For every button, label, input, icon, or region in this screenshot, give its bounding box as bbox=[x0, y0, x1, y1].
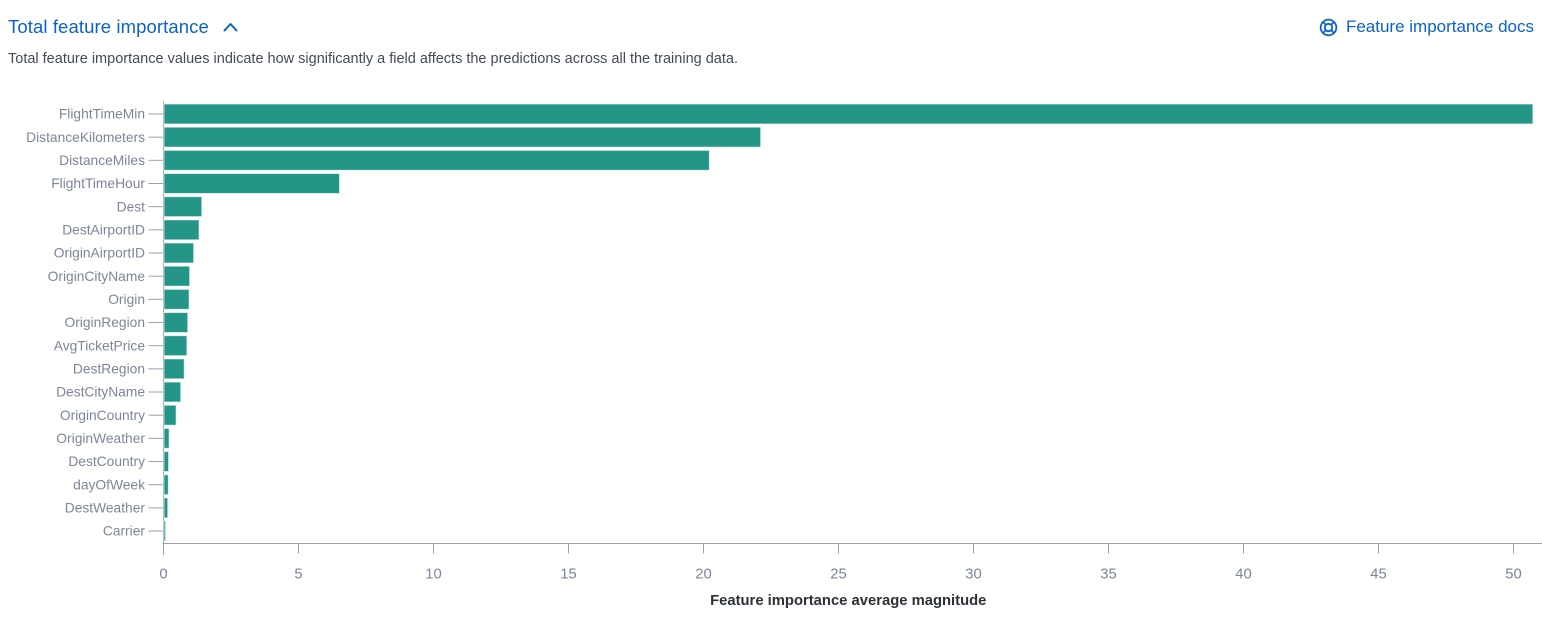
y-axis-label-Carrier: Carrier bbox=[103, 524, 146, 539]
bar-DistanceMiles[interactable] bbox=[163, 149, 710, 171]
bar-DestCountry[interactable] bbox=[163, 451, 170, 473]
bar-OriginRegion[interactable] bbox=[163, 312, 189, 334]
x-tick-label-0: 0 bbox=[159, 567, 167, 583]
y-axis-label-DestWeather: DestWeather bbox=[65, 501, 146, 516]
documentation-icon bbox=[1319, 18, 1338, 37]
section-title: Total feature importance bbox=[8, 16, 209, 37]
bar-FlightTimeMin[interactable] bbox=[163, 103, 1534, 125]
x-tick-label-15: 15 bbox=[560, 567, 576, 583]
bar-DestRegion[interactable] bbox=[163, 358, 185, 380]
y-axis-label-FlightTimeMin: FlightTimeMin bbox=[59, 107, 145, 122]
section-description: Total feature importance values indicate… bbox=[8, 51, 738, 67]
bar-AvgTicketPrice[interactable] bbox=[163, 335, 188, 357]
docs-link-label: Feature importance docs bbox=[1345, 17, 1534, 36]
x-tick-label-10: 10 bbox=[425, 567, 441, 583]
y-axis-label-DestCountry: DestCountry bbox=[68, 454, 145, 469]
y-axis-label-FlightTimeHour: FlightTimeHour bbox=[51, 176, 145, 191]
bar-OriginCountry[interactable] bbox=[163, 404, 177, 426]
bar-DestCityName[interactable] bbox=[163, 381, 182, 403]
y-axis-label-DistanceMiles: DistanceMiles bbox=[59, 153, 145, 168]
y-axis-label-OriginCityName: OriginCityName bbox=[48, 269, 146, 284]
panel-header: Total feature importance Feature importa… bbox=[8, 12, 1534, 42]
y-axis-label-dayOfWeek: dayOfWeek bbox=[73, 477, 145, 492]
bar-Carrier[interactable] bbox=[163, 520, 167, 542]
bar-Origin[interactable] bbox=[163, 288, 190, 310]
y-axis-label-DestCityName: DestCityName bbox=[56, 385, 145, 400]
feature-importance-docs-link[interactable]: Feature importance docs bbox=[1319, 17, 1534, 37]
bar-OriginAirportID[interactable] bbox=[163, 242, 195, 264]
bar-DestWeather[interactable] bbox=[163, 497, 169, 519]
y-axis-label-DistanceKilometers: DistanceKilometers bbox=[26, 130, 145, 145]
bar-OriginCityName[interactable] bbox=[163, 265, 191, 287]
x-tick-label-25: 25 bbox=[830, 567, 846, 583]
y-axis-label-OriginAirportID: OriginAirportID bbox=[54, 246, 145, 261]
y-axis-label-OriginCountry: OriginCountry bbox=[60, 408, 145, 423]
chevron-up-icon bbox=[222, 21, 239, 33]
x-tick-label-30: 30 bbox=[965, 567, 981, 583]
x-tick-label-5: 5 bbox=[294, 567, 302, 583]
x-tick-label-20: 20 bbox=[695, 567, 711, 583]
x-tick-label-45: 45 bbox=[1370, 567, 1386, 583]
y-axis-label-AvgTicketPrice: AvgTicketPrice bbox=[54, 338, 146, 353]
bar-DestAirportID[interactable] bbox=[163, 219, 200, 241]
x-tick-label-50: 50 bbox=[1505, 567, 1521, 583]
bar-Dest[interactable] bbox=[163, 196, 203, 218]
bar-DistanceKilometers[interactable] bbox=[163, 126, 762, 148]
x-tick-label-40: 40 bbox=[1235, 567, 1251, 583]
bar-OriginWeather[interactable] bbox=[163, 427, 170, 449]
bar-dayOfWeek[interactable] bbox=[163, 474, 169, 496]
x-axis-title: Feature importance average magnitude bbox=[710, 593, 986, 609]
y-axis-label-Dest: Dest bbox=[117, 199, 146, 214]
y-axis-label-DestRegion: DestRegion bbox=[73, 362, 145, 377]
y-axis-label-DestAirportID: DestAirportID bbox=[62, 223, 145, 238]
y-axis-label-OriginWeather: OriginWeather bbox=[56, 431, 145, 446]
y-axis-label-OriginRegion: OriginRegion bbox=[64, 315, 145, 330]
y-axis-label-Origin: Origin bbox=[108, 292, 145, 307]
total-feature-importance-toggle[interactable]: Total feature importance bbox=[8, 16, 239, 38]
bar-FlightTimeHour[interactable] bbox=[163, 172, 340, 194]
x-tick-label-35: 35 bbox=[1100, 567, 1116, 583]
